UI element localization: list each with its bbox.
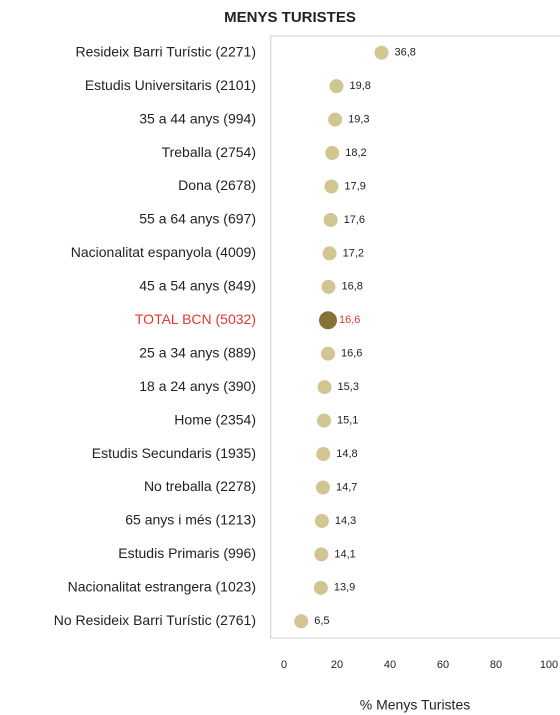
dot (313, 580, 328, 595)
dot (328, 112, 343, 127)
dot (323, 212, 338, 227)
value-label: 19,3 (348, 114, 369, 126)
dot (320, 346, 335, 361)
value-label: 36,8 (395, 47, 416, 59)
x-tick-label: 60 (437, 659, 449, 671)
value-label: 15,3 (338, 381, 359, 393)
y-tick-label: Treballa (2754) (162, 144, 256, 160)
value-label: 19,8 (349, 80, 370, 92)
dot (325, 146, 340, 161)
value-label: 14,3 (335, 515, 356, 527)
y-tick-label: Estudis Universitaris (2101) (85, 77, 256, 93)
value-label: 17,9 (344, 180, 365, 192)
value-label: 17,2 (343, 247, 364, 259)
value-label: 14,7 (336, 481, 357, 493)
value-label: 13,9 (334, 582, 355, 594)
y-tick-label: No Resideix Barri Turístic (2761) (54, 612, 256, 628)
y-tick-label: 18 a 24 anys (390) (139, 378, 256, 394)
y-tick-label: Dona (2678) (178, 177, 256, 193)
y-tick-label: Nacionalitat espanyola (4009) (71, 244, 256, 260)
dot (317, 413, 332, 428)
x-tick-label: 80 (490, 659, 502, 671)
dot (318, 311, 337, 330)
y-tick-label: Estudis Secundaris (1935) (92, 445, 256, 461)
x-tick-label: 100 (540, 659, 558, 671)
x-tick-label: 20 (331, 659, 343, 671)
x-tick-label: 0 (281, 659, 287, 671)
y-tick-label: 35 a 44 anys (994) (139, 110, 256, 126)
value-label: 16,8 (342, 281, 363, 293)
value-label: 14,1 (334, 548, 355, 560)
value-label: 18,2 (345, 147, 366, 159)
x-axis-label: % Menys Turistes (360, 697, 470, 713)
value-label: 17,6 (344, 214, 365, 226)
dot (317, 380, 332, 395)
x-tick-label: 40 (384, 659, 396, 671)
value-label: 16,6 (339, 314, 360, 326)
dot (314, 513, 329, 528)
y-tick-label: 45 a 54 anys (849) (139, 278, 256, 294)
y-tick-label: Nacionalitat estrangera (1023) (68, 579, 256, 595)
value-label: 16,6 (341, 348, 362, 360)
chart-title: MENYS TURISTES (224, 9, 356, 26)
y-tick-label: Estudis Primaris (996) (118, 545, 256, 561)
y-tick-label: 55 a 64 anys (697) (139, 211, 256, 227)
y-tick-label: Resideix Barri Turístic (2271) (75, 43, 256, 59)
dot (294, 614, 309, 629)
dot (322, 246, 337, 261)
dot (314, 547, 329, 562)
dot (324, 179, 339, 194)
dot (321, 279, 336, 294)
value-label: 14,8 (336, 448, 357, 460)
dot (329, 79, 344, 94)
value-label: 6,5 (314, 615, 329, 627)
y-tick-label: 65 anys i més (1213) (125, 512, 256, 528)
value-label: 15,1 (337, 415, 358, 427)
dot (316, 447, 331, 462)
y-tick-label: 25 a 34 anys (889) (139, 344, 256, 360)
dot (374, 45, 389, 60)
plot-frame (270, 35, 560, 639)
y-tick-label: No treballa (2278) (144, 478, 256, 494)
y-tick-label: Home (2354) (174, 411, 256, 427)
dot (315, 480, 330, 495)
y-tick-label: TOTAL BCN (5032) (135, 311, 256, 327)
